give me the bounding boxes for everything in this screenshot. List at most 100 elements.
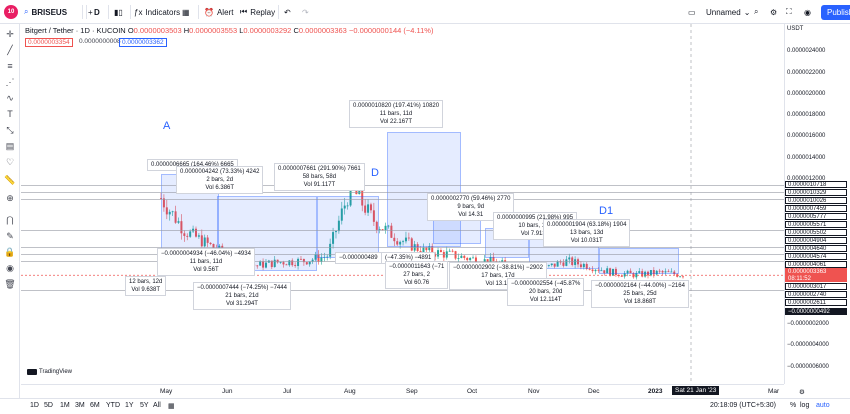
- wave-label-a[interactable]: A: [163, 120, 171, 132]
- add-symbol-button[interactable]: +: [88, 0, 93, 24]
- replay-button[interactable]: ⏮ Replay: [240, 0, 275, 24]
- measure-label[interactable]: −0.0000007444 (−74.25%) −7444 21 bars, 21…: [193, 282, 291, 310]
- level-line[interactable]: [21, 230, 784, 231]
- clock-timezone[interactable]: 20:18:09 (UTC+5:30): [710, 402, 776, 409]
- level-line[interactable]: [21, 192, 784, 193]
- axis-settings-icon[interactable]: ⚙: [799, 389, 805, 396]
- redo-button[interactable]: ↷: [302, 0, 309, 24]
- layout-name-button[interactable]: Unnamed ⌄: [706, 0, 750, 24]
- projection-box[interactable]: [387, 132, 461, 247]
- text-icon[interactable]: T: [7, 109, 13, 119]
- buy-price[interactable]: 0.0000003362: [119, 38, 167, 47]
- range-all[interactable]: All: [153, 402, 161, 409]
- wave-label-d[interactable]: D: [371, 167, 379, 179]
- range-1d[interactable]: 1D: [30, 402, 39, 409]
- measure-label[interactable]: 0.0000007661 (291.90%) 7661 58 bars, 58d V…: [274, 163, 365, 191]
- alert-button[interactable]: ⏰ Alert: [204, 0, 233, 24]
- heart-icon[interactable]: ♡: [5, 156, 15, 167]
- publish-button[interactable]: Publish: [821, 0, 850, 24]
- candle-body: [285, 264, 288, 266]
- log-toggle[interactable]: log: [800, 402, 810, 409]
- level-line[interactable]: [21, 185, 784, 186]
- wave-icon[interactable]: ∿: [6, 92, 14, 103]
- candle-body: [469, 257, 472, 261]
- candle-body: [425, 247, 428, 251]
- level-line[interactable]: [21, 247, 784, 248]
- range-ytd[interactable]: YTD: [106, 402, 120, 409]
- layout-icon-button[interactable]: ▭: [688, 0, 696, 24]
- projection-icon[interactable]: ⤡: [6, 124, 14, 135]
- fib-icon[interactable]: ≡: [7, 61, 13, 71]
- sell-price[interactable]: 0.0000003354: [25, 38, 73, 47]
- candle-body: [396, 241, 399, 245]
- undo-button[interactable]: ↶: [284, 0, 291, 24]
- eye-icon[interactable]: ◉: [6, 262, 14, 273]
- alert-label: Alert: [216, 7, 234, 17]
- candle-body: [291, 260, 294, 266]
- date-tick: Jul: [283, 388, 292, 395]
- measure-label[interactable]: −0.0000011643 (−71 27 bars, 2 Vol 60.76: [385, 261, 449, 289]
- projection-box[interactable]: [317, 196, 379, 258]
- candle-body: [399, 241, 402, 245]
- candle-body: [574, 259, 577, 265]
- range-6m[interactable]: 6M: [90, 402, 100, 409]
- measure-label[interactable]: −0.0000002164 (−44.00%) −2164 25 bars, 25…: [591, 280, 689, 308]
- search-button[interactable]: ⌕: [754, 0, 758, 24]
- candle-body: [402, 241, 405, 243]
- level-line[interactable]: [21, 290, 784, 291]
- candle-body: [320, 257, 323, 262]
- crosshair-icon[interactable]: ✛: [6, 28, 14, 39]
- percent-toggle[interactable]: %: [790, 402, 797, 409]
- wave-label-d1[interactable]: D1: [599, 205, 614, 217]
- trendline-icon[interactable]: ╱: [7, 44, 13, 55]
- measure-label[interactable]: −0.0000002554 (−45.87% 20 bars, 20d Vol 12…: [507, 278, 585, 306]
- trash-icon[interactable]: 🗑: [4, 278, 16, 289]
- range-5d[interactable]: 5D: [44, 402, 53, 409]
- fullscreen-button[interactable]: ⛶: [786, 0, 792, 24]
- chart-pane[interactable]: Bitgert / Tether · 1D · KUCOIN O0.000000…: [21, 24, 784, 384]
- measure-label[interactable]: 0.0000004242 (73.33%) 4242 2 bars, 2d Vol …: [176, 166, 264, 194]
- candle-body: [609, 268, 612, 276]
- tradingview-logo[interactable]: TradingView: [27, 369, 72, 375]
- measure-label[interactable]: −0.0000002902 (−38.81%) −2902 17 bars, 17…: [449, 262, 547, 290]
- auto-toggle[interactable]: auto: [816, 402, 830, 409]
- measure-label[interactable]: 12 bars, 12d Vol 9.638T: [125, 276, 167, 296]
- candle-body: [209, 242, 212, 245]
- time-axis[interactable]: May Jun Jul Aug Sep Oct Nov Dec 2023 Mar…: [21, 384, 805, 398]
- level-line[interactable]: [21, 199, 784, 200]
- currency-label[interactable]: USDT: [787, 26, 804, 32]
- interval-button[interactable]: D: [94, 0, 100, 24]
- range-3m[interactable]: 3M: [75, 402, 85, 409]
- snapshot-button[interactable]: ◉: [804, 0, 811, 24]
- pattern-icon[interactable]: ⋰: [5, 76, 15, 87]
- measure-label[interactable]: −0.000000489: [335, 252, 382, 264]
- range-5y[interactable]: 5Y: [140, 402, 149, 409]
- brush-icon[interactable]: ▤: [5, 140, 15, 151]
- user-menu[interactable]: 10: [4, 0, 18, 24]
- layout-icon: ▭: [688, 7, 696, 17]
- date-range-icon[interactable]: ▦: [168, 403, 175, 410]
- avatar[interactable]: 10: [4, 5, 18, 19]
- range-1m[interactable]: 1M: [60, 402, 70, 409]
- measure-label[interactable]: −0.0000004934 (−46.04%) −4934 11 bars, 11…: [157, 248, 255, 276]
- high-label: H: [183, 26, 190, 35]
- price-level-tag: 0.0000010329: [785, 189, 847, 196]
- stay-drawing-icon[interactable]: ✎: [6, 230, 14, 241]
- settings-button[interactable]: ⚙: [770, 0, 777, 24]
- measure-label[interactable]: 0.0000002770 (59.46%) 2770 9 bars, 9d Vol …: [427, 193, 515, 221]
- indicators-button[interactable]: ƒx Indicators: [134, 0, 180, 24]
- measure-label[interactable]: 0.0000010820 (197.41%) 10820 11 bars, 11d…: [349, 100, 444, 128]
- candle-body: [667, 271, 670, 273]
- measure-label[interactable]: 0.0000001904 (63.18%) 1904 13 bars, 13d Vo…: [543, 219, 631, 247]
- range-1y[interactable]: 1Y: [125, 402, 134, 409]
- candle-body: [439, 250, 442, 253]
- layouts-button[interactable]: ▦: [182, 0, 190, 24]
- magnet-icon[interactable]: ⋂: [6, 214, 14, 225]
- zoom-in-icon[interactable]: ⊕: [6, 192, 14, 203]
- lock-icon[interactable]: 🔒: [4, 246, 16, 257]
- symbol-search[interactable]: ⌕ BRISEUS: [24, 0, 67, 24]
- ruler-icon[interactable]: 📏: [4, 174, 16, 185]
- chart-type-button[interactable]: ▮▯: [114, 0, 123, 24]
- price-tick: 0.0000024000: [787, 48, 826, 54]
- price-axis[interactable]: USDT 0.0000024000 0.0000022000 0.0000020…: [784, 24, 850, 384]
